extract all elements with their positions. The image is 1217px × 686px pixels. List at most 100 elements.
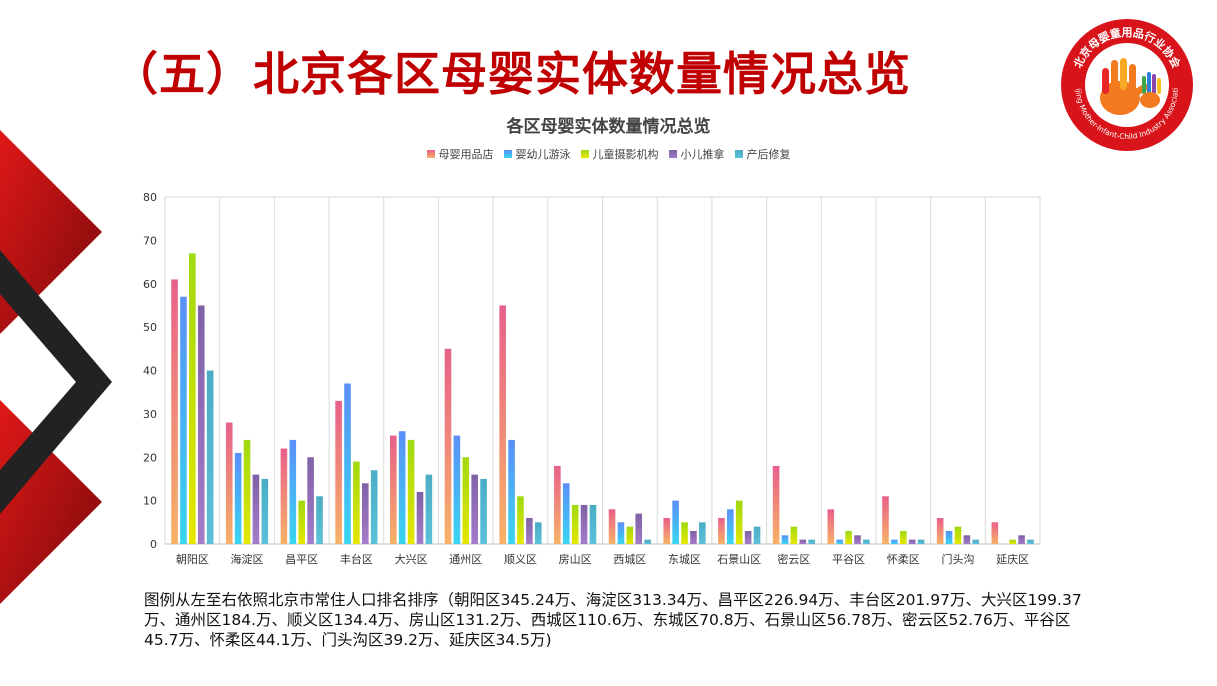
y-tick-label: 40: [143, 365, 157, 378]
ranking-note: 图例从左至右依照北京市常住人口排名排序（朝阳区345.24万、海淀区313.34…: [144, 591, 1082, 649]
y-tick-label: 70: [143, 234, 157, 247]
bar: [389, 435, 397, 544]
legend-label: 儿童摄影机构: [592, 148, 659, 161]
x-tick-label: 丰台区: [340, 552, 373, 566]
bar: [335, 400, 342, 544]
bar: [781, 535, 789, 544]
bar: [206, 370, 214, 544]
bar: [936, 517, 944, 544]
bar: [1027, 539, 1034, 544]
bar: [471, 474, 478, 544]
bar: [718, 517, 725, 544]
bar: [517, 496, 524, 544]
bar: [827, 509, 835, 544]
legend-item: 儿童摄影机构: [580, 146, 659, 162]
legend-item: 产后修复: [734, 146, 791, 162]
bar: [571, 504, 579, 544]
legend-item: 婴幼儿游泳: [503, 146, 571, 162]
bar: [882, 496, 889, 544]
bar: [234, 452, 242, 544]
association-logo: 北京母婴童用品行业协会 Beijing Mother-Infant-Child …: [1058, 16, 1193, 151]
bar: [398, 431, 406, 544]
bar: [672, 500, 679, 544]
chart-title: 各区母婴实体数量情况总览: [506, 117, 711, 137]
bar: [617, 522, 625, 544]
bar: [663, 517, 671, 544]
bar: [307, 457, 314, 544]
y-tick-label: 20: [143, 451, 157, 464]
bar: [845, 530, 852, 544]
bar: [171, 279, 178, 544]
bar: [899, 530, 907, 544]
legend-label: 婴幼儿游泳: [515, 148, 571, 161]
bar: [836, 539, 843, 544]
bar: [908, 539, 916, 544]
y-tick-label: 60: [143, 278, 157, 291]
legend-swatch: [668, 150, 677, 158]
legend-label: 产后修复: [746, 148, 791, 161]
slide-title: （五）北京各区母婴实体数量情况总览: [112, 47, 911, 101]
bar: [589, 504, 597, 544]
bar: [891, 539, 898, 544]
x-tick-label: 通州区: [449, 553, 482, 566]
bar: [280, 448, 288, 544]
legend-item: 小儿推拿: [668, 146, 725, 162]
bar: [790, 526, 798, 544]
decorative-background: [0, 130, 112, 604]
x-tick-label: 门头沟: [941, 552, 974, 566]
y-tick-label: 30: [143, 408, 157, 421]
bar: [316, 496, 323, 544]
x-tick-label: 石景山区: [717, 553, 761, 566]
black-chevron: [0, 250, 112, 514]
legend-swatch: [426, 150, 435, 158]
bar: [362, 483, 369, 544]
bar: [1018, 535, 1025, 544]
legend-item: 母婴用品店: [426, 146, 494, 162]
bar: [534, 522, 542, 544]
bar: [991, 522, 999, 544]
x-tick-label: 西城区: [613, 553, 646, 566]
legend-label: 母婴用品店: [438, 148, 494, 161]
x-tick-label: 海淀区: [231, 552, 264, 566]
legend-swatch: [503, 150, 512, 158]
bar: [635, 513, 643, 544]
bar: [863, 539, 870, 544]
bar: [353, 461, 360, 544]
x-tick-label: 顺义区: [504, 553, 537, 566]
bar: [453, 435, 461, 544]
bar: [562, 483, 570, 544]
bar: [854, 535, 861, 544]
x-tick-label: 大兴区: [395, 552, 428, 566]
bar: [197, 305, 205, 544]
bar: [727, 509, 734, 544]
y-tick-label: 50: [143, 321, 157, 334]
x-tick-label: 怀柔区: [887, 553, 920, 566]
y-tick-label: 10: [143, 495, 157, 508]
bar: [344, 383, 351, 544]
bar: [189, 253, 196, 544]
bar: [954, 526, 962, 544]
bar: [626, 526, 634, 544]
x-tick-label: 朝阳区: [176, 553, 209, 566]
bar: [370, 470, 378, 544]
chart-legend: 母婴用品店 婴幼儿游泳 儿童摄影机构 小儿推拿 产后修复: [0, 146, 1217, 162]
legend-swatch: [734, 150, 743, 158]
y-tick-label: 0: [150, 538, 157, 551]
bar: [298, 500, 306, 544]
bar: [735, 500, 743, 544]
bar: [261, 478, 269, 544]
bar: [407, 439, 415, 544]
bar: [526, 517, 533, 544]
bar: [772, 465, 780, 544]
bar: [580, 504, 588, 544]
bar: [690, 530, 697, 544]
x-tick-label: 密云区: [777, 552, 810, 566]
bar: [917, 539, 925, 544]
bar: [963, 535, 971, 544]
bar: [416, 491, 424, 544]
bar: [289, 439, 297, 544]
x-tick-label: 东城区: [668, 553, 701, 566]
bar: [799, 539, 807, 544]
x-tick-label: 昌平区: [285, 553, 318, 566]
